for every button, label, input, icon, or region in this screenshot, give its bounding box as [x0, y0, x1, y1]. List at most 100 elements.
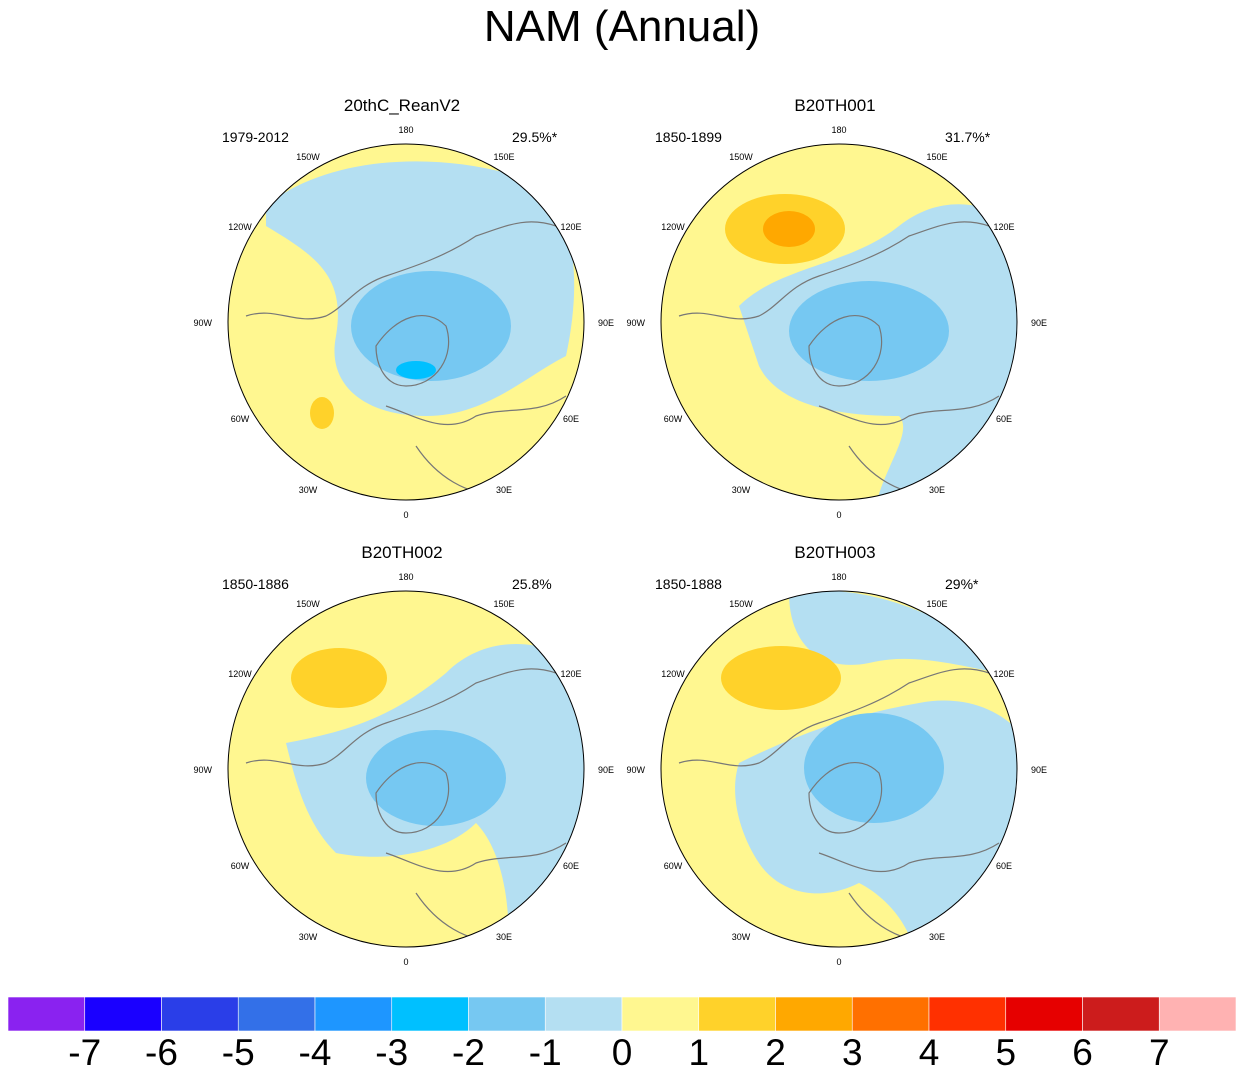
colorbar-swatch	[161, 996, 239, 1032]
lon-label: 0	[836, 510, 841, 520]
lon-label: 60E	[563, 861, 579, 871]
colorbar-tick-label: -4	[298, 1032, 332, 1073]
panel-title: 20thC_ReanV2	[343, 96, 461, 115]
lon-label: 120E	[560, 222, 581, 232]
colorbar-swatch	[391, 996, 469, 1032]
lon-label: 60E	[996, 861, 1012, 871]
lon-label: 60W	[664, 414, 683, 424]
lon-label: 90W	[626, 765, 645, 775]
lon-label: 180	[398, 572, 413, 582]
lon-label: 60E	[996, 414, 1012, 424]
lon-label: 90E	[1031, 765, 1047, 775]
lon-label: 30E	[929, 485, 945, 495]
lon-label: 60W	[231, 861, 250, 871]
colorbar-tick-label: -1	[528, 1032, 562, 1073]
lon-label: 0	[836, 957, 841, 967]
longitude-labels: 180 150E 120E 90E 60E 30E 0 30W 60W 90W …	[626, 572, 1047, 967]
lon-label: 30W	[299, 932, 318, 942]
map-boundary	[660, 590, 1018, 948]
lon-label: 120E	[560, 669, 581, 679]
polar-map: 180 150E 120E 90E 60E 30E 0 30W 60W 90W …	[193, 572, 614, 967]
lon-label: 30W	[732, 485, 751, 495]
lon-label: 120E	[993, 669, 1014, 679]
panel-variance: 29%*	[945, 576, 979, 592]
map-boundary	[660, 143, 1018, 501]
polar-map: 180 150E 120E 90E 60E 30E 0 30W 60W 90W …	[626, 572, 1047, 967]
longitude-labels: 180 150E 120E 90E 60E 30E 0 30W 60W 90W …	[193, 572, 614, 967]
colorbar-tick-label: -2	[452, 1032, 485, 1073]
lon-label: 180	[831, 125, 846, 135]
colorbar-swatch	[468, 996, 546, 1032]
lon-label: 30E	[496, 932, 512, 942]
colorbar-swatch	[544, 996, 623, 1032]
lon-label: 150E	[926, 152, 947, 162]
lon-label: 0	[403, 510, 408, 520]
map-panel: B20TH003 1850-1888 29%* 180 150E 120E 90…	[626, 543, 1085, 983]
colorbar-swatch	[237, 996, 316, 1032]
colorbar-tick-label: -6	[145, 1032, 178, 1073]
polar-map: 180 150E 120E 90E 60E 30E 0 30W 60W 90W …	[193, 125, 614, 520]
lon-label: 60E	[563, 414, 579, 424]
colorbar-swatch	[1005, 996, 1083, 1032]
colorbar-swatch	[1082, 996, 1160, 1032]
lon-label: 150W	[729, 152, 753, 162]
lon-label: 150E	[493, 152, 514, 162]
figure-title: NAM (Annual)	[483, 2, 761, 51]
colorbar-swatch	[928, 996, 1007, 1032]
lon-label: 120W	[661, 222, 685, 232]
panel-title: B20TH003	[794, 543, 876, 562]
panel-period: 1850-1899	[655, 129, 722, 145]
colorbar-tick-label: 1	[688, 1032, 710, 1073]
lon-label: 0	[403, 957, 408, 967]
panel-variance: 31.7%*	[945, 129, 991, 145]
lon-label: 120W	[228, 669, 252, 679]
colorbar	[8, 996, 1236, 1032]
colorbar-tick-label: 7	[1148, 1032, 1170, 1073]
lon-label: 90W	[193, 318, 212, 328]
lon-label: 120W	[661, 669, 685, 679]
colorbar-tick-label: 2	[765, 1032, 786, 1073]
colorbar-tick-label: -7	[68, 1032, 102, 1073]
panel-variance: 29.5%*	[512, 129, 558, 145]
lon-label: 30E	[496, 485, 512, 495]
lon-label: 60W	[231, 414, 250, 424]
colorbar-swatch	[8, 996, 86, 1032]
lon-label: 150E	[926, 599, 947, 609]
panel-title: B20TH002	[361, 543, 443, 562]
colorbar-tick-label: 5	[995, 1032, 1017, 1073]
longitude-labels: 180 150E 120E 90E 60E 30E 0 30W 60W 90W …	[626, 125, 1047, 520]
lon-label: 90E	[1031, 318, 1047, 328]
lon-label: 180	[398, 125, 413, 135]
lon-label: 150W	[296, 599, 320, 609]
lon-label: 150W	[296, 152, 320, 162]
map-boundary	[227, 590, 585, 948]
map-panel: B20TH001 1850-1899 31.7%* 180 150E 120E …	[626, 96, 1085, 536]
colorbar-swatch	[1158, 996, 1236, 1032]
colorbar-tick-label: 6	[1072, 1032, 1093, 1073]
lon-label: 120W	[228, 222, 252, 232]
colorbar-tick-label: -3	[375, 1032, 409, 1073]
lon-label: 90E	[598, 318, 614, 328]
panel-title: B20TH001	[794, 96, 876, 115]
colorbar-tick-label: 3	[841, 1032, 863, 1073]
colorbar-swatch	[621, 996, 700, 1032]
lon-label: 30E	[929, 932, 945, 942]
colorbar-tick-label: 4	[918, 1032, 940, 1073]
map-boundary	[227, 143, 585, 501]
colorbar-swatch	[775, 996, 853, 1032]
colorbar-tick-label: 0	[611, 1032, 633, 1073]
colorbar-swatch	[851, 996, 930, 1032]
longitude-labels: 180 150E 120E 90E 60E 30E 0 30W 60W 90W …	[193, 125, 614, 520]
lon-label: 30W	[732, 932, 751, 942]
map-panel: B20TH002 1850-1886 25.8% 180 150E 120E 9…	[193, 543, 652, 983]
colorbar-swatch	[84, 996, 162, 1032]
lon-label: 90W	[193, 765, 212, 775]
lon-label: 180	[831, 572, 846, 582]
lon-label: 150W	[729, 599, 753, 609]
colorbar-swatch	[314, 996, 393, 1032]
lon-label: 90E	[598, 765, 614, 775]
lon-label: 90W	[626, 318, 645, 328]
lon-label: 120E	[993, 222, 1014, 232]
polar-map: 180 150E 120E 90E 60E 30E 0 30W 60W 90W …	[626, 125, 1047, 520]
panel-period: 1979-2012	[222, 129, 289, 145]
